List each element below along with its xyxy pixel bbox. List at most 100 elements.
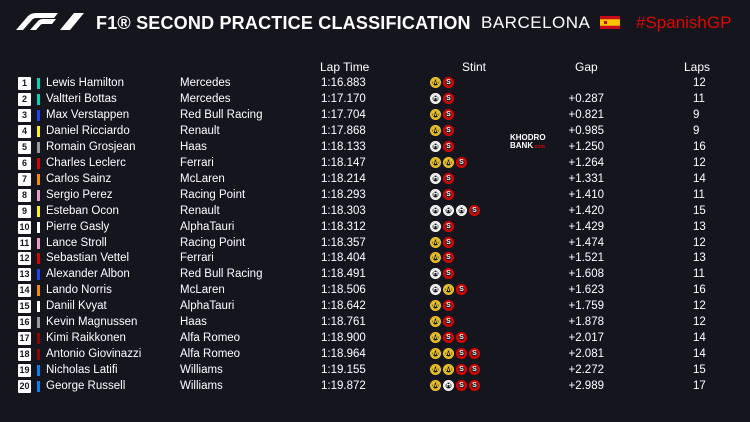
tyre-compound-icon: H [430,172,441,184]
gap-value: +1.420 [568,204,605,217]
tyre-compound-icon: M [430,124,441,136]
gap-value: +1.429 [568,220,605,233]
tyre-compound-icon: M [430,108,441,120]
table-row: 16 Kevin Magnussen Haas 1:18.761 +1.878 12 M S [0,315,750,331]
team-color-bar [37,301,40,313]
laps-count: 13 [693,220,706,233]
team-color-bar [37,78,40,89]
team-color-bar [37,285,40,297]
watermark-line2: BANK [510,141,534,150]
watermark-logo: KHODRO BANK.com [510,134,546,151]
driver-name: Valtteri Bottas [46,92,117,105]
laps-count: 9 [693,108,700,121]
tyre-compound-icon: S [443,77,454,88]
gap-value: +1.878 [568,316,605,329]
position-badge: 7 [18,172,31,186]
laps-count: 16 [693,140,706,153]
position-badge: 17 [18,332,31,346]
tyre-compound-icon: S [456,364,467,376]
tyre-compound-icon: M [430,380,441,392]
lap-time: 1:17.170 [321,92,366,105]
team-name: McLaren [180,284,225,297]
team-color-bar [37,157,40,169]
tyre-compound-icon: S [443,252,454,264]
table-row: 11 Lance Stroll Racing Point 1:18.357 +1.474… [0,236,750,252]
position-badge: 5 [18,140,31,154]
col-laps: Laps [684,60,711,74]
tyre-compound-icon: S [456,348,467,360]
position-badge: 6 [18,156,31,170]
gap-value: +0.985 [568,124,605,137]
laps-count: 12 [693,77,706,89]
table-row: 20 George Russell Williams 1:19.872 +2.989 17… [0,379,750,395]
tyre-compound-icon: S [443,124,454,136]
tyre-compound-icon: M [430,236,441,248]
table-row: 17 Kimi Raikkonen Alfa Romeo 1:18.900 +2.017… [0,331,750,347]
tyre-compound-icon: M [430,364,441,376]
team-name: Renault [180,124,220,137]
tyre-compound-icon: S [443,316,454,328]
gap-value: +1.331 [568,172,605,185]
driver-name: Sergio Perez [46,188,113,201]
table-row: 18 Antonio Giovinazzi Alfa Romeo 1:18.964 +2… [0,347,750,363]
team-name: Red Bull Racing [180,108,263,121]
team-name: Renault [180,204,220,217]
laps-count: 15 [693,204,706,217]
tyre-compound-icon: S [469,380,480,392]
watermark-line1: KHODRO [510,133,546,142]
laps-count: 12 [693,156,706,169]
gap-value: +1.264 [568,156,605,169]
tyre-compound-icon: S [443,332,454,344]
tyre-compound-icon: S [443,268,454,280]
team-color-bar [37,253,40,265]
position-badge: 16 [18,316,31,330]
position-badge: 8 [18,188,31,202]
tyre-compound-icon: S [443,188,454,200]
team-name: Ferrari [180,252,214,265]
table-row: 8 Sergio Perez Racing Point 1:18.293 +1.410 1… [0,188,750,204]
location-label: BARCELONA [481,13,591,32]
driver-name: Kimi Raikkonen [46,332,126,345]
lap-time: 1:18.900 [321,332,366,345]
tyre-compound-icon: S [443,172,454,184]
lap-time: 1:19.155 [321,364,366,377]
driver-name: Charles Leclerc [46,156,126,169]
laps-count: 11 [693,188,705,201]
position-badge: 1 [18,77,31,90]
table-row: 1 Lewis Hamilton Mercedes 1:16.883 12 M S [0,76,750,92]
team-color-bar [37,221,40,233]
tyre-compound-icon: S [456,332,467,344]
team-name: Alfa Romeo [180,332,241,345]
gap-value: +2.272 [568,364,605,377]
table-row: 5 Romain Grosjean Haas 1:18.133 +1.250 16 H S [0,140,750,156]
gap-value: +1.474 [568,236,605,249]
team-color-bar [37,333,40,345]
team-color-bar [37,237,40,249]
col-lap-time: Lap Time [320,60,370,74]
position-badge: 15 [18,300,31,314]
team-name: Williams [180,380,223,393]
team-name: Alfa Romeo [180,348,241,361]
driver-name: Sebastian Vettel [46,252,130,265]
driver-name: Kevin Magnussen [46,316,138,329]
table-row: 13 Alexander Albon Red Bull Racing 1:18.491… [0,267,750,283]
driver-name: Romain Grosjean [46,140,136,153]
tyre-compound-icon: M [430,77,441,88]
table-row: 15 Daniil Kvyat AlphaTauri 1:18.642 +1.759 12… [0,299,750,315]
laps-count: 12 [693,316,706,329]
driver-name: Lewis Hamilton [46,77,124,89]
gap-value: +1.250 [568,140,605,153]
team-name: Racing Point [180,188,246,201]
lap-time: 1:18.506 [321,284,366,297]
f1-logo-icon [14,12,86,37]
tyre-compound-icon: S [469,364,480,376]
